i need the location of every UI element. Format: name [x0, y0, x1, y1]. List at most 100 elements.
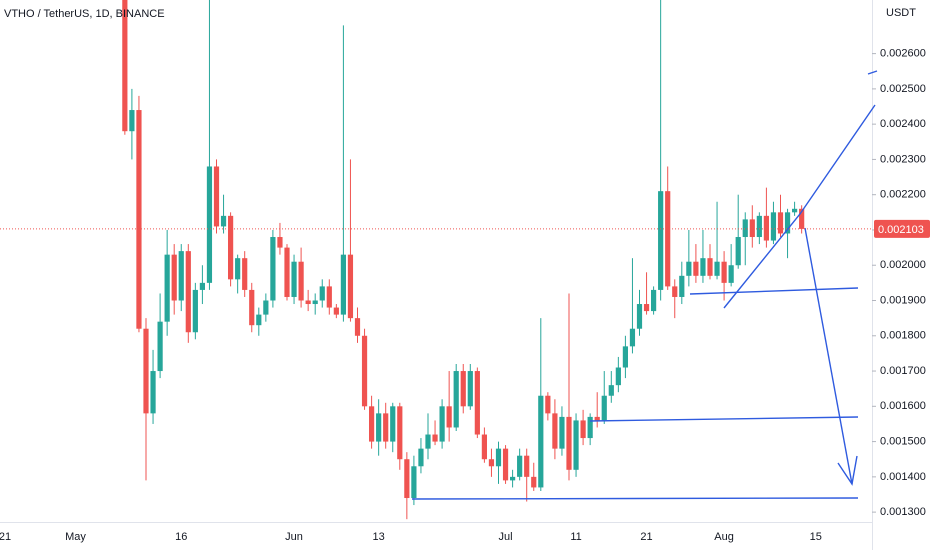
- candle-body: [587, 416, 593, 439]
- candle-body: [749, 219, 755, 238]
- arrow-line: [804, 227, 853, 485]
- candle-body: [763, 215, 769, 241]
- candle-body: [249, 289, 255, 326]
- candle-body: [714, 261, 720, 276]
- candle-body: [524, 455, 530, 477]
- candle-body: [199, 282, 205, 290]
- candle-body: [679, 275, 685, 297]
- candle-body: [284, 247, 290, 297]
- candle-body: [390, 406, 396, 442]
- y-tick-label: 0.002400: [880, 118, 926, 130]
- support-line: [689, 287, 859, 295]
- y-tick-label: 0.002200: [880, 189, 926, 201]
- x-tick-label: 11: [570, 531, 581, 543]
- last-price-label: 0.002103: [878, 224, 924, 236]
- candle-body: [672, 286, 678, 297]
- candle-body: [411, 466, 417, 499]
- candle-body: [728, 265, 734, 283]
- candle-body: [439, 406, 445, 442]
- candle-body: [178, 251, 184, 301]
- x-tick-label: Jul: [499, 531, 513, 543]
- candle-body: [235, 258, 241, 280]
- candle-body: [376, 413, 382, 442]
- candle-body: [369, 406, 375, 442]
- candle-body: [418, 448, 424, 467]
- candle-body: [404, 459, 410, 499]
- candle-body: [742, 219, 748, 238]
- candle-body: [615, 367, 621, 386]
- candle-body: [784, 212, 791, 234]
- candle-body: [580, 420, 586, 439]
- candle-body: [538, 395, 544, 488]
- candle-body: [312, 300, 318, 305]
- x-tick-label: 21: [640, 531, 652, 543]
- candle-body: [143, 328, 149, 414]
- candle-body: [298, 261, 304, 301]
- chart-title: VTHO / TetherUS, 1D, BINANCE: [4, 8, 165, 20]
- candle-body: [277, 237, 283, 248]
- candle-body: [488, 459, 495, 467]
- candle-body: [552, 413, 558, 449]
- support-line: [589, 416, 859, 422]
- candle-body: [361, 335, 368, 407]
- y-tick-label: 0.002500: [880, 83, 926, 95]
- candle-body: [651, 289, 657, 312]
- trend-line: [867, 70, 878, 75]
- candle-body: [185, 251, 191, 333]
- candle-body: [707, 258, 713, 276]
- x-tick-label: 13: [373, 531, 385, 543]
- candle-body: [122, 0, 128, 132]
- candle-body: [453, 371, 459, 428]
- candle-body: [502, 448, 509, 481]
- candle-body: [305, 300, 311, 305]
- candle-body: [792, 208, 798, 213]
- y-tick-label: 0.001500: [880, 435, 926, 447]
- candle-body: [594, 416, 600, 421]
- candle-body: [531, 476, 537, 488]
- candle-body: [220, 215, 227, 227]
- candle-body: [777, 212, 784, 234]
- arrow-head: [837, 455, 858, 486]
- candle-body: [432, 434, 438, 442]
- y-tick-label: 0.001700: [880, 365, 926, 377]
- candle-body: [693, 261, 699, 276]
- candle-body: [129, 110, 135, 132]
- candle-body: [150, 371, 156, 414]
- candle-body: [333, 307, 339, 315]
- candle-body: [665, 191, 671, 287]
- y-tick-label: 0.001900: [880, 294, 926, 306]
- x-tick-label: 15: [810, 531, 822, 543]
- candle-body: [545, 395, 551, 414]
- candle-body: [566, 416, 572, 470]
- candle-body: [164, 254, 170, 322]
- x-tick-label: May: [65, 531, 86, 543]
- candle-body: [686, 261, 692, 276]
- support-line: [411, 497, 859, 500]
- candle-body: [495, 448, 502, 467]
- y-tick-label: 0.002600: [880, 48, 926, 60]
- candle-body: [171, 254, 177, 301]
- candle-body: [263, 300, 269, 315]
- candle-body: [735, 237, 741, 266]
- candle-body: [481, 434, 487, 460]
- candle-body: [383, 413, 389, 442]
- candle-body: [228, 215, 234, 280]
- candle-body: [425, 434, 431, 449]
- candle-body: [397, 406, 403, 460]
- trend-line: [723, 104, 876, 309]
- candle-body: [608, 385, 614, 396]
- y-tick-label: 0.001300: [880, 506, 926, 518]
- y-tick-label: 0.001600: [880, 400, 926, 412]
- plot-area: [122, 0, 805, 520]
- candle-body: [467, 371, 473, 407]
- candle-body: [242, 258, 248, 290]
- candle-body: [157, 321, 163, 372]
- y-tick-label: 0.001800: [880, 330, 926, 342]
- candle-body: [622, 346, 628, 368]
- candle-body: [446, 406, 452, 428]
- candle-body: [517, 455, 523, 477]
- trend-drawings: [411, 70, 878, 500]
- candle-body: [136, 110, 142, 329]
